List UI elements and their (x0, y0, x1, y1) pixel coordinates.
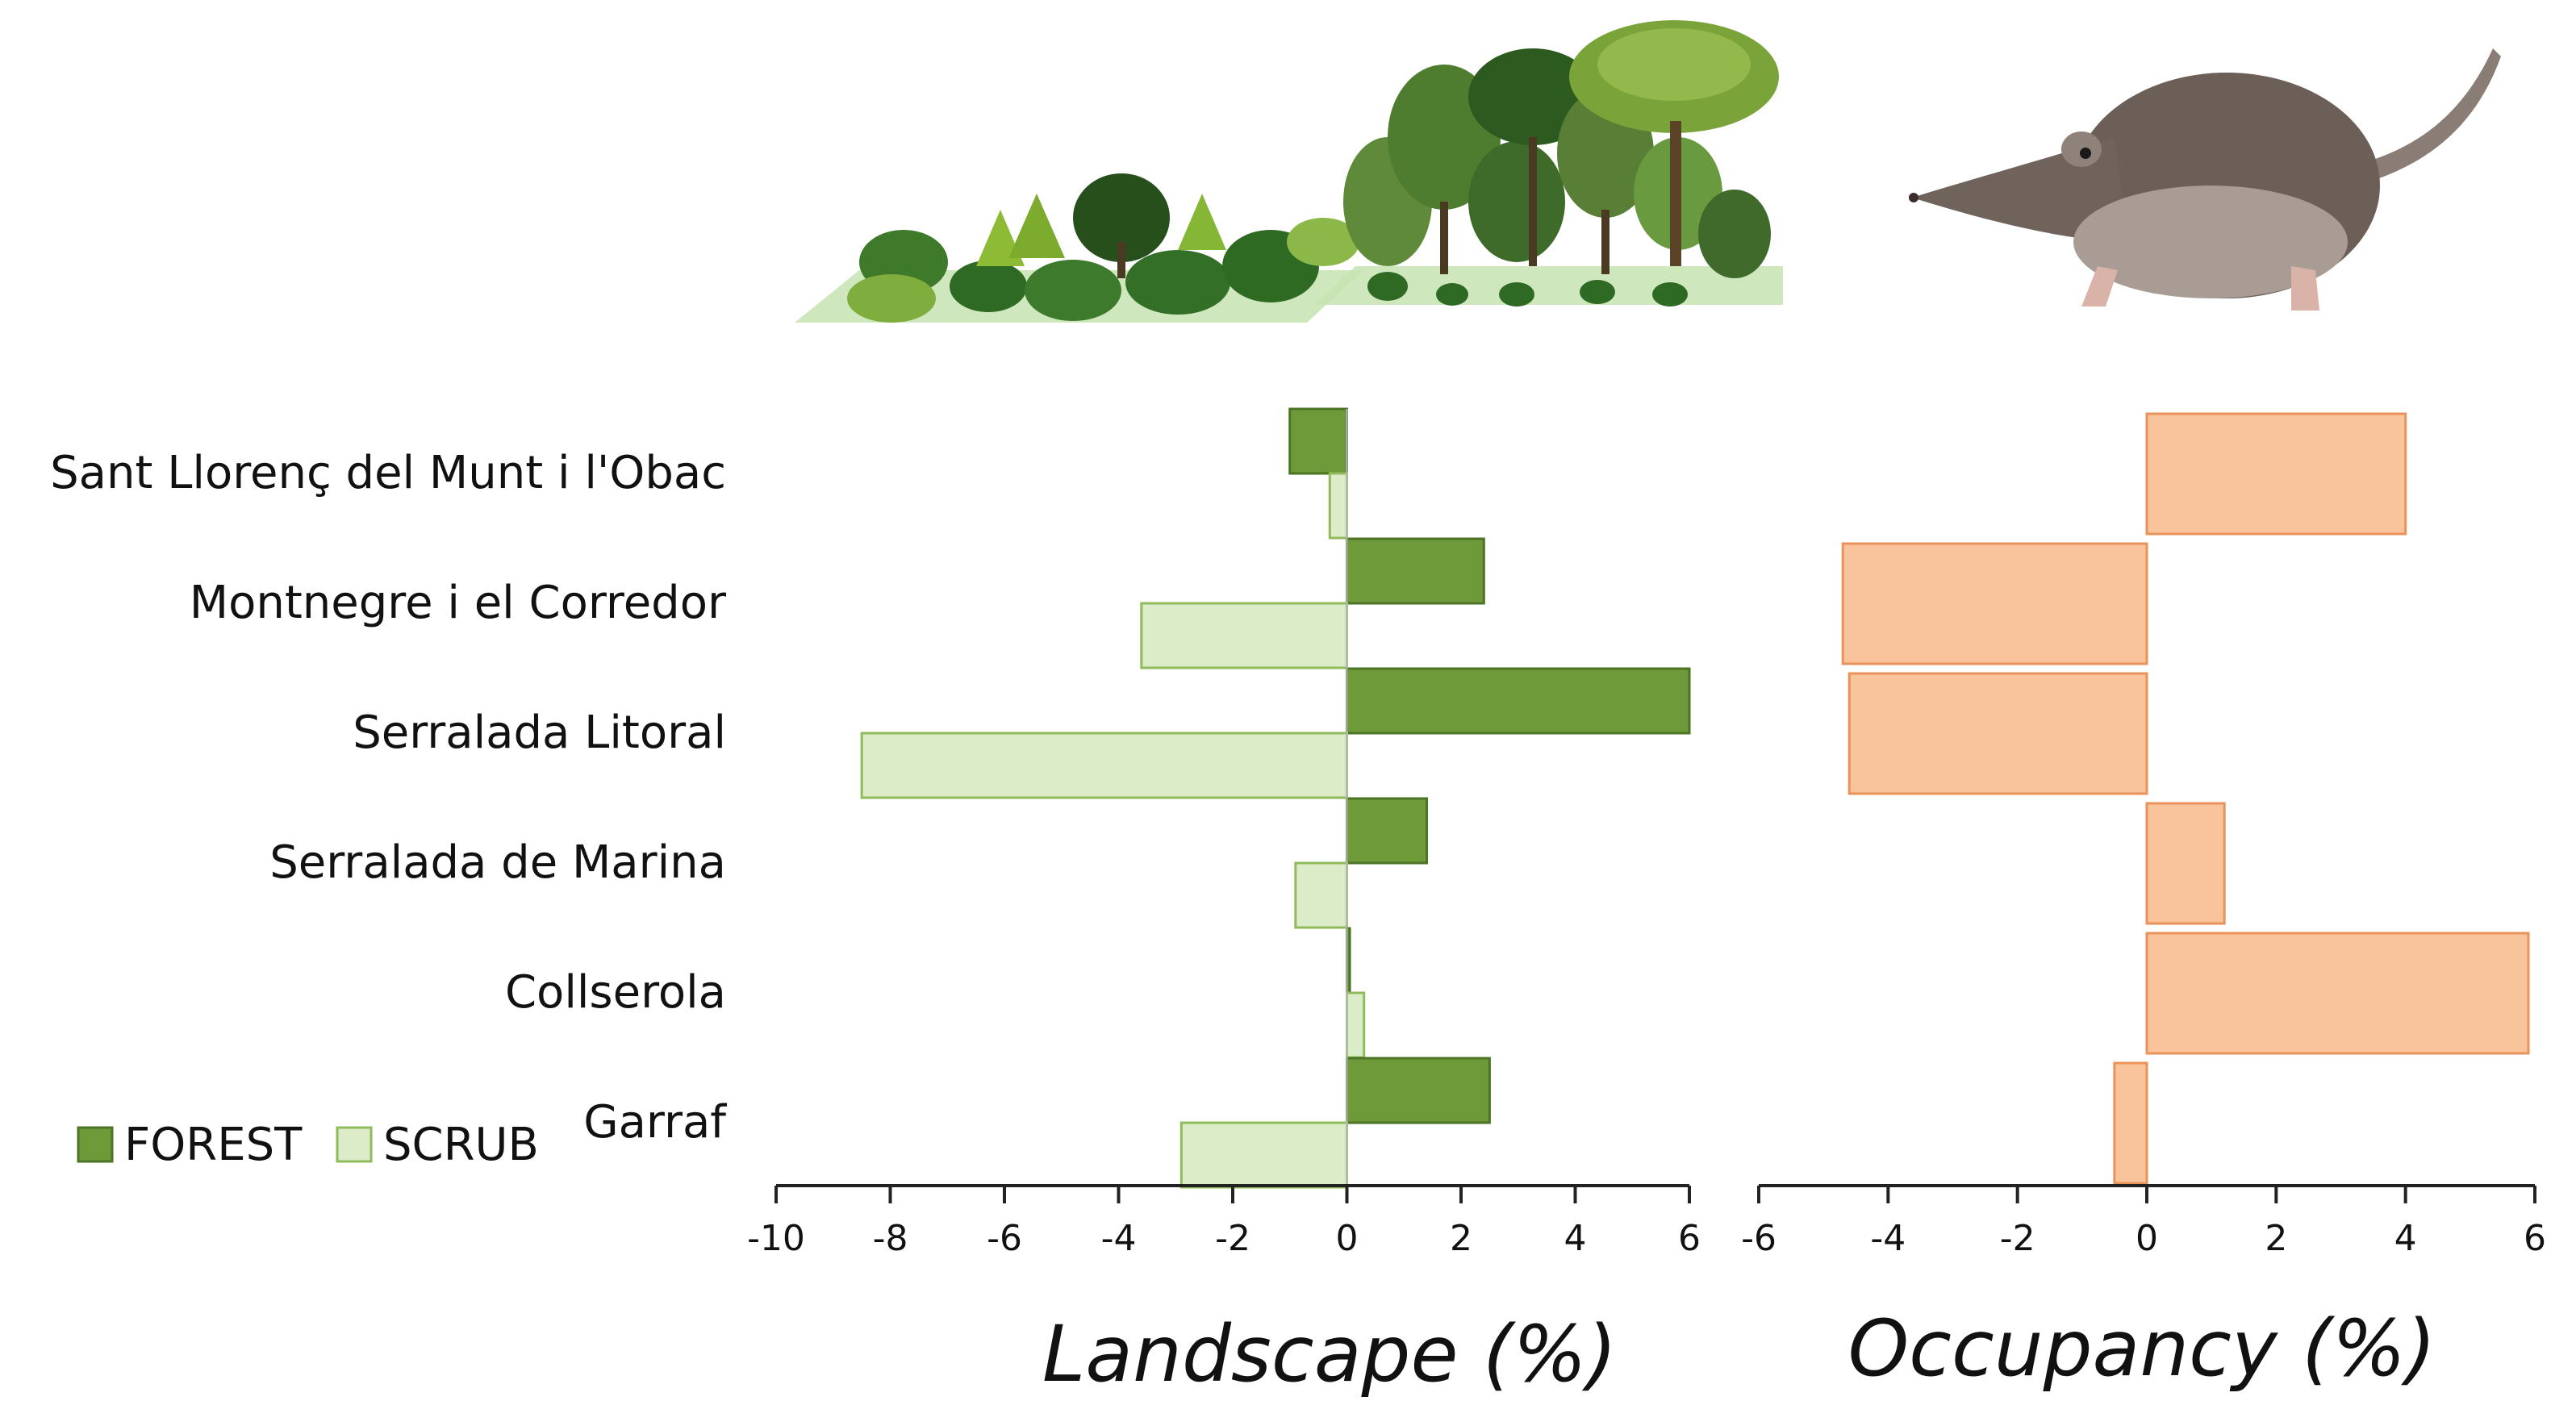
occupancy-tick-label: 2 (2265, 1218, 2287, 1259)
shrew-illustration (1909, 48, 2501, 311)
occupancy-tick-label: -4 (1870, 1218, 1906, 1259)
scrub-bar-0 (1328, 472, 1349, 540)
forest-bar-1 (1346, 537, 1485, 605)
occupancy-tick-label: -6 (1741, 1218, 1776, 1259)
category-label-4: Collserola (505, 966, 726, 1019)
landscape-legend: FOREST SCRUB (77, 1119, 539, 1171)
landscape-tick-label: -2 (1215, 1218, 1250, 1259)
landscape-tick-label: -10 (747, 1218, 805, 1259)
occupancy-tick-label: 0 (2136, 1218, 2158, 1259)
occupancy-bar-2 (1847, 672, 2148, 795)
legend-label-forest: FOREST (124, 1119, 303, 1171)
landscape-tick-label: 6 (1678, 1218, 1701, 1259)
occupancy-bar-3 (2145, 802, 2226, 925)
landscape-tick-label: -8 (873, 1218, 908, 1259)
category-label-0: Sant Llorenç del Munt i l'Obac (50, 447, 726, 499)
scrub-and-forest-illustration (795, 20, 1783, 323)
scrub-bar-4 (1346, 991, 1366, 1059)
occupancy-bar-1 (1841, 542, 2148, 665)
occupancy-tick-label: 6 (2524, 1218, 2546, 1259)
scrub-bar-5 (1179, 1121, 1348, 1189)
landscape-tick-label: -4 (1101, 1218, 1137, 1259)
scrub-bar-2 (860, 732, 1348, 799)
forest-bar-5 (1346, 1057, 1491, 1124)
occupancy-chart: -6 -4 -2 0 2 4 6 Occupancy (%) (1741, 412, 2546, 1394)
landscape-x-axis: -10 -8 -6 -4 -2 0 2 4 6 (747, 1184, 1701, 1259)
landscape-bars (860, 407, 1691, 1189)
occupancy-bar-4 (2145, 932, 2530, 1055)
occupancy-tick-label: 4 (2394, 1218, 2417, 1259)
forest-bar-2 (1346, 667, 1691, 735)
category-label-3: Serralada de Marina (269, 836, 726, 889)
scrub-bar-3 (1294, 861, 1348, 929)
legend-label-scrub: SCRUB (383, 1119, 539, 1171)
landscape-chart: -10 -8 -6 -4 -2 0 2 4 6 Sant Llorenç del Munt i … (50, 407, 1701, 1399)
forest-bar-3 (1346, 797, 1429, 865)
forest-bar-0 (1288, 407, 1348, 475)
legend-swatch-forest (77, 1126, 114, 1163)
legend-swatch-scrub (336, 1126, 373, 1163)
landscape-tick-label: 2 (1450, 1218, 1472, 1259)
landscape-x-axis-title: Landscape (%) (1042, 1309, 1617, 1399)
occupancy-bars (1841, 412, 2530, 1185)
occupancy-bar-5 (2113, 1061, 2148, 1185)
category-label-5: Garraf (583, 1096, 727, 1149)
occupancy-bar-0 (2145, 412, 2407, 536)
landscape-tick-label: 0 (1336, 1218, 1359, 1259)
landscape-tick-label: 4 (1564, 1218, 1587, 1259)
occupancy-tick-label: -2 (2000, 1218, 2035, 1259)
occupancy-x-axis: -6 -4 -2 0 2 4 6 (1741, 1184, 2546, 1259)
occupancy-x-axis-title: Occupancy (%) (1848, 1303, 2436, 1394)
landscape-tick-label: -6 (987, 1218, 1022, 1259)
category-labels: Sant Llorenç del Munt i l'Obac Montnegre … (50, 447, 727, 1149)
category-label-2: Serralada Litoral (353, 707, 726, 759)
scrub-bar-1 (1140, 602, 1349, 669)
category-label-1: Montnegre i el Corredor (190, 577, 727, 629)
